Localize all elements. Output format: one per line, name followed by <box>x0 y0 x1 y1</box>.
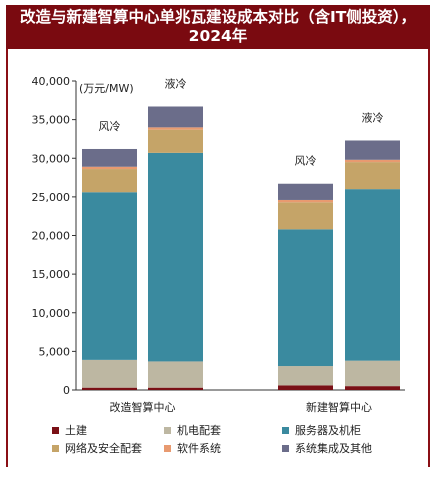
y-tick-label: 10,000 <box>32 307 71 320</box>
bar-segment <box>278 202 333 230</box>
bar-segment <box>345 386 400 390</box>
y-tick-label: 35,000 <box>32 114 71 127</box>
y-axis-unit-label: (万元/MW) <box>79 82 134 95</box>
bar-cooling-label: 风冷 <box>99 120 121 133</box>
bar-segment <box>148 387 203 390</box>
bar-segment <box>278 183 333 200</box>
bar-segment <box>278 366 333 386</box>
y-tick-label: 20,000 <box>32 230 71 243</box>
y-tick-label: 15,000 <box>32 268 71 281</box>
x-group-label: 改造智算中心 <box>110 400 176 414</box>
bar-segment <box>82 148 137 167</box>
y-tick-label: 5,000 <box>39 345 71 358</box>
bar-segment <box>345 162 400 190</box>
y-tick-label: 30,000 <box>32 152 71 165</box>
frame-right-border <box>428 49 430 467</box>
bar-segment <box>345 189 400 361</box>
bar-segment <box>148 127 203 130</box>
y-tick-label: 25,000 <box>32 191 71 204</box>
y-tick-label: 0 <box>63 384 70 397</box>
bar-segment <box>148 106 203 128</box>
bar-segment <box>82 359 137 388</box>
bar-segment <box>82 192 137 360</box>
bar-segment <box>82 387 137 390</box>
y-tick-label: 40,000 <box>32 75 71 88</box>
bar-segment <box>82 166 137 170</box>
chart-title: 改造与新建智算中心单兆瓦建设成本对比（含IT侧投资），2024年 <box>6 5 430 49</box>
frame-left-border <box>6 49 8 467</box>
bar-segment <box>278 199 333 203</box>
bar-segment <box>278 229 333 367</box>
bar-segment <box>148 152 203 362</box>
bar-segment <box>345 360 400 387</box>
bar-segment <box>148 129 203 153</box>
bar-segment <box>148 361 203 388</box>
bar-segment <box>278 385 333 390</box>
bar-cooling-label: 液冷 <box>165 76 187 90</box>
bar-segment <box>345 140 400 160</box>
bar-segment <box>345 159 400 163</box>
bar-segment <box>82 169 137 193</box>
x-group-label: 新建智算中心 <box>306 400 372 414</box>
bar-cooling-label: 液冷 <box>362 110 384 124</box>
bar-cooling-label: 风冷 <box>295 155 317 168</box>
